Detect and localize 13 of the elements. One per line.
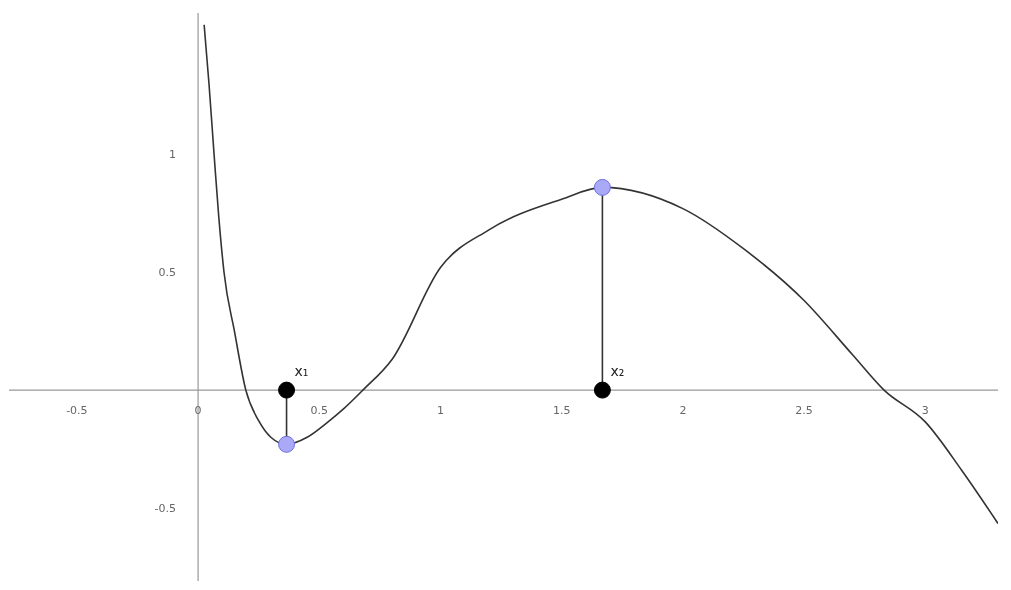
x-tick-label: 2.5 (795, 404, 813, 418)
x-tick-label: 3 (921, 404, 929, 418)
x-tick-label: 2 (679, 404, 687, 418)
x-tick-label: -0.5 (66, 404, 88, 418)
y-tick-label: 0.5 (158, 266, 177, 280)
x-tick-label: 1.5 (552, 404, 571, 418)
annotation: x₁ (294, 363, 309, 380)
y-tick-label: -0.5 (154, 501, 177, 515)
y-tick-label: 1 (169, 148, 177, 162)
x-tick-label: 0 (194, 404, 202, 418)
x-tick-label: 0.5 (310, 404, 329, 418)
annotation: x₂ (610, 363, 625, 380)
x-tick-label: 1 (436, 404, 444, 418)
